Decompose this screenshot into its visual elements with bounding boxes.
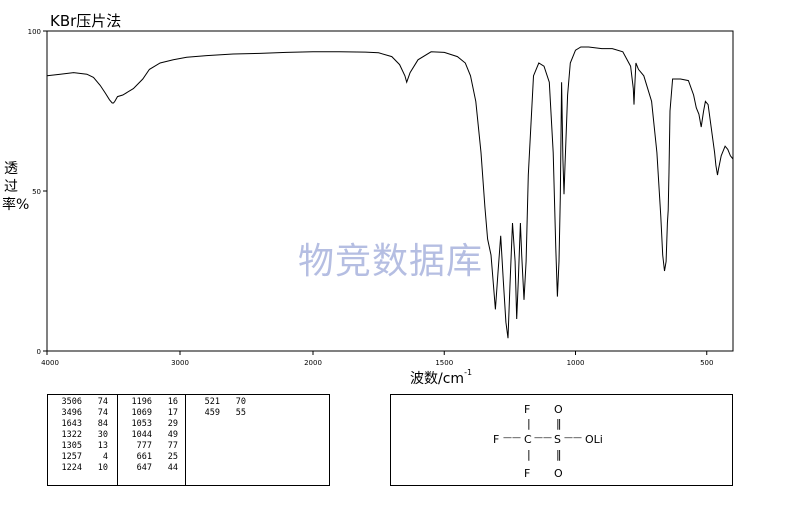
peak-row: 647 44: [118, 463, 185, 474]
peak-transmittance: 16: [167, 397, 178, 407]
peak-column-3: 521 70 459 55: [186, 395, 329, 485]
peak-row: 1044 49: [118, 430, 185, 441]
peak-row: 521 70: [186, 397, 329, 408]
oli-group: OLi: [585, 433, 603, 446]
watermark: 物竞数据库: [298, 241, 484, 282]
peak-row: 1322 30: [48, 430, 117, 441]
x-axis-label: 波数/cm-1: [410, 368, 472, 388]
peak-wavenumber: 3506: [61, 397, 82, 407]
peak-wavenumber: 1224: [61, 463, 82, 473]
peak-wavenumber: 1643: [61, 419, 82, 429]
y-tick-label: 50: [32, 188, 41, 196]
peak-row: 1224 10: [48, 463, 117, 474]
peak-wavenumber: 1257: [61, 452, 82, 462]
spectrum-line: [46, 46, 734, 339]
peak-row: 1069 17: [118, 408, 185, 419]
bond-c-s: ——: [534, 433, 552, 443]
peak-transmittance: 77: [167, 441, 178, 451]
peak-transmittance: 44: [167, 463, 178, 473]
peak-table: 3506 74 3496 74 1643 84 1322 30 1305 13 1257 4 1224 1…: [47, 394, 330, 486]
peak-wavenumber: 647: [136, 463, 152, 473]
peak-wavenumber: 1044: [131, 430, 152, 440]
x-tick-label: 1000: [567, 359, 585, 367]
peak-row: 1257 4: [48, 452, 117, 463]
peak-transmittance: 30: [97, 430, 108, 440]
oxygen-top: O: [554, 403, 563, 416]
peak-transmittance: 25: [167, 452, 178, 462]
peak-row: 3506 74: [48, 397, 117, 408]
peak-row: 1305 13: [48, 441, 117, 452]
double-bond-s-o-bottom: ‖: [556, 448, 562, 461]
y-axis-label: 透过率%: [2, 161, 30, 213]
ir-spectrum-chart: 4000 3000 2000 1500 1000 500 0 50 100: [28, 28, 734, 367]
bond-c-f-bottom: |: [527, 448, 531, 461]
x-tick-label: 500: [700, 359, 713, 367]
bond-s-o: ——: [564, 433, 582, 443]
peak-column-1: 3506 74 3496 74 1643 84 1322 30 1305 13 1257 4 1224 1…: [48, 395, 118, 485]
carbon: C: [524, 433, 532, 446]
peak-wavenumber: 1305: [61, 441, 82, 451]
peak-transmittance: 29: [167, 419, 178, 429]
bond-c-f-top: |: [527, 417, 531, 430]
method-title: KBr压片法: [50, 12, 122, 30]
peak-row: 1053 29: [118, 419, 185, 430]
x-axis-label-exponent: -1: [464, 368, 473, 378]
oxygen-bottom: O: [554, 467, 563, 480]
x-tick-label: 1500: [435, 359, 453, 367]
x-axis-label-text: 波数/cm: [410, 371, 465, 387]
fluorine-left: F: [493, 433, 500, 446]
sulfur: S: [554, 433, 561, 446]
peak-row: 3496 74: [48, 408, 117, 419]
x-tick-label: 2000: [304, 359, 322, 367]
peak-transmittance: 74: [97, 408, 108, 418]
x-tick-label: 3000: [171, 359, 189, 367]
peak-wavenumber: 777: [136, 441, 152, 451]
peak-transmittance: 74: [97, 397, 108, 407]
axis-ticks: 4000 3000 2000 1500 1000 500 0 50 100: [28, 28, 714, 367]
peak-wavenumber: 1196: [131, 397, 152, 407]
plot-frame: [46, 30, 734, 352]
peak-wavenumber: 1069: [131, 408, 152, 418]
peak-wavenumber: 1053: [131, 419, 152, 429]
peak-transmittance: 84: [97, 419, 108, 429]
y-tick-label: 100: [28, 28, 41, 36]
peak-transmittance: 17: [167, 408, 178, 418]
peak-wavenumber: 459: [204, 408, 220, 418]
peak-wavenumber: 1322: [61, 430, 82, 440]
bond-f-c: ——: [503, 433, 521, 443]
x-tick-label: 4000: [41, 359, 59, 367]
peak-transmittance: 55: [235, 408, 246, 418]
peak-transmittance: 70: [235, 397, 246, 407]
peak-wavenumber: 661: [136, 452, 152, 462]
peak-wavenumber: 3496: [61, 408, 82, 418]
peak-transmittance: 49: [167, 430, 178, 440]
structure-box: F | F —— C —— | F O ‖ S —— ‖ O OLi: [390, 394, 733, 486]
peak-wavenumber: 521: [204, 397, 220, 407]
peak-column-2: 1196 16 1069 17 1053 29 1044 49 777 77 661 25 647 44: [118, 395, 186, 485]
peak-row: 1643 84: [48, 419, 117, 430]
peak-row: 661 25: [118, 452, 185, 463]
peak-row: 459 55: [186, 408, 329, 419]
peak-transmittance: 10: [97, 463, 108, 473]
peak-row: 1196 16: [118, 397, 185, 408]
y-tick-label: 0: [37, 348, 41, 356]
peak-transmittance: 4: [102, 452, 108, 462]
fluorine-bottom: F: [524, 467, 531, 480]
double-bond-s-o-top: ‖: [556, 417, 562, 430]
peak-row: 777 77: [118, 441, 185, 452]
peak-transmittance: 13: [97, 441, 108, 451]
fluorine-top: F: [524, 403, 531, 416]
